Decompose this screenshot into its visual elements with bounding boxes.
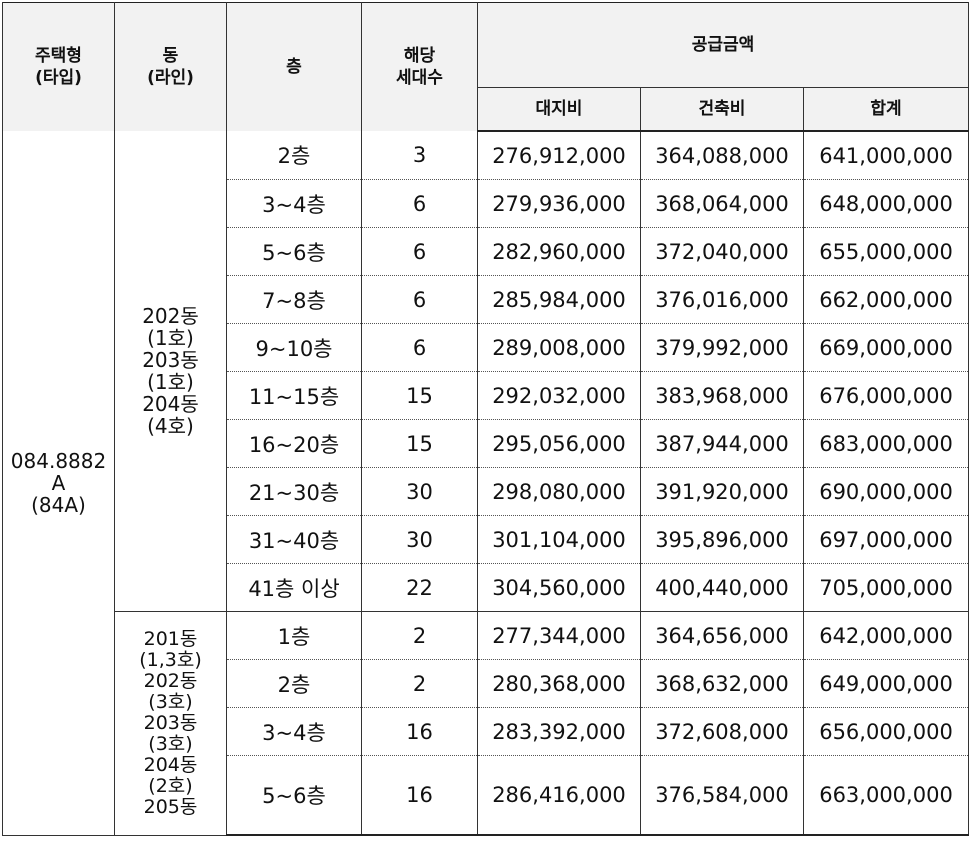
households-cell: 16	[361, 755, 478, 836]
floor-cell: 41층 이상	[226, 563, 362, 612]
floor-cell: 3~4층	[226, 179, 362, 228]
header-housing-type: 주택형 (타입)	[2, 2, 115, 131]
households-cell: 30	[361, 515, 478, 564]
floor-cell: 5~6층	[226, 755, 362, 836]
header-total: 합계	[802, 87, 970, 132]
construction-cost-cell: 368,064,000	[640, 179, 804, 228]
households-cell: 6	[361, 179, 478, 228]
table-row: 2층 2 280,368,000 368,632,000 649,000,000	[3, 659, 970, 708]
floor-cell: 3~4층	[226, 707, 362, 756]
table-row: 21~30층 30 298,080,000 391,920,000 690,00…	[3, 467, 970, 516]
households-cell: 22	[361, 563, 478, 612]
total-cost-cell: 663,000,000	[802, 755, 970, 836]
header-floor: 층	[226, 2, 362, 131]
header-building: 동 (라인)	[114, 2, 227, 131]
building-group-cell: 202동 (1호) 203동 (1호) 204동 (4호)	[114, 131, 227, 612]
construction-cost-cell: 372,608,000	[640, 707, 804, 756]
total-cost-cell: 690,000,000	[802, 467, 970, 516]
construction-cost-cell: 364,088,000	[640, 131, 804, 180]
construction-cost-cell: 395,896,000	[640, 515, 804, 564]
total-cost-cell: 641,000,000	[802, 131, 970, 180]
floor-cell: 2층	[226, 659, 362, 708]
header-land: 대지비	[477, 87, 641, 132]
construction-cost-cell: 364,656,000	[640, 611, 804, 660]
households-cell: 15	[361, 371, 478, 420]
building-group-cell: 201동 (1,3호) 202동 (3호) 203동 (3호) 204동 (2호…	[114, 611, 227, 836]
table-row: 31~40층 30 301,104,000 395,896,000 697,00…	[3, 515, 970, 564]
table-row: 3~4층 6 279,936,000 368,064,000 648,000,0…	[3, 179, 970, 228]
total-cost-cell: 642,000,000	[802, 611, 970, 660]
table-row: 16~20층 15 295,056,000 387,944,000 683,00…	[3, 419, 970, 468]
floor-cell: 16~20층	[226, 419, 362, 468]
land-cost-cell: 279,936,000	[477, 179, 641, 228]
floor-cell: 11~15층	[226, 371, 362, 420]
table-row: 9~10층 6 289,008,000 379,992,000 669,000,…	[3, 323, 970, 372]
table-row: 5~6층 16 286,416,000 376,584,000 663,000,…	[3, 755, 970, 836]
land-cost-cell: 292,032,000	[477, 371, 641, 420]
land-cost-cell: 289,008,000	[477, 323, 641, 372]
total-cost-cell: 649,000,000	[802, 659, 970, 708]
header-supply-price: 공급금액	[476, 2, 970, 88]
floor-cell: 21~30층	[226, 467, 362, 516]
construction-cost-cell: 379,992,000	[640, 323, 804, 372]
total-cost-cell: 655,000,000	[802, 227, 970, 276]
floor-cell: 2층	[226, 131, 362, 180]
total-cost-cell: 697,000,000	[802, 515, 970, 564]
total-cost-cell: 656,000,000	[802, 707, 970, 756]
construction-cost-cell: 368,632,000	[640, 659, 804, 708]
households-cell: 3	[361, 131, 478, 180]
floor-cell: 9~10층	[226, 323, 362, 372]
land-cost-cell: 276,912,000	[477, 131, 641, 180]
construction-cost-cell: 387,944,000	[640, 419, 804, 468]
table-row: 3~4층 16 283,392,000 372,608,000 656,000,…	[3, 707, 970, 756]
households-cell: 16	[361, 707, 478, 756]
construction-cost-cell: 376,016,000	[640, 275, 804, 324]
total-cost-cell: 705,000,000	[802, 563, 970, 612]
floor-cell: 1층	[226, 611, 362, 660]
construction-cost-cell: 376,584,000	[640, 755, 804, 836]
households-cell: 2	[361, 659, 478, 708]
housing-type-cell: 084.8882 A (84A)	[2, 131, 115, 836]
land-cost-cell: 301,104,000	[477, 515, 641, 564]
header-construction: 건축비	[640, 87, 804, 132]
land-cost-cell: 277,344,000	[477, 611, 641, 660]
header-households: 해당 세대수	[361, 2, 478, 131]
total-cost-cell: 662,000,000	[802, 275, 970, 324]
table-row: 7~8층 6 285,984,000 376,016,000 662,000,0…	[3, 275, 970, 324]
land-cost-cell: 282,960,000	[477, 227, 641, 276]
households-cell: 6	[361, 227, 478, 276]
total-cost-cell: 648,000,000	[802, 179, 970, 228]
table-row: 5~6층 6 282,960,000 372,040,000 655,000,0…	[3, 227, 970, 276]
households-cell: 30	[361, 467, 478, 516]
table-row: 41층 이상 22 304,560,000 400,440,000 705,00…	[3, 563, 970, 612]
land-cost-cell: 304,560,000	[477, 563, 641, 612]
construction-cost-cell: 372,040,000	[640, 227, 804, 276]
table-row: 11~15층 15 292,032,000 383,968,000 676,00…	[3, 371, 970, 420]
floor-cell: 31~40층	[226, 515, 362, 564]
households-cell: 2	[361, 611, 478, 660]
land-cost-cell: 286,416,000	[477, 755, 641, 836]
construction-cost-cell: 391,920,000	[640, 467, 804, 516]
land-cost-cell: 283,392,000	[477, 707, 641, 756]
land-cost-cell: 298,080,000	[477, 467, 641, 516]
households-cell: 6	[361, 275, 478, 324]
table-row: 201동 (1,3호) 202동 (3호) 203동 (3호) 204동 (2호…	[3, 611, 970, 836]
total-cost-cell: 676,000,000	[802, 371, 970, 420]
floor-cell: 7~8층	[226, 275, 362, 324]
construction-cost-cell: 400,440,000	[640, 563, 804, 612]
total-cost-cell: 669,000,000	[802, 323, 970, 372]
floor-cell: 5~6층	[226, 227, 362, 276]
construction-cost-cell: 383,968,000	[640, 371, 804, 420]
land-cost-cell: 295,056,000	[477, 419, 641, 468]
households-cell: 15	[361, 419, 478, 468]
table-row: 084.8882 A (84A) 202동 (1호) 203동 (1호) 204…	[2, 131, 970, 836]
land-cost-cell: 285,984,000	[477, 275, 641, 324]
total-cost-cell: 683,000,000	[802, 419, 970, 468]
land-cost-cell: 280,368,000	[477, 659, 641, 708]
households-cell: 6	[361, 323, 478, 372]
